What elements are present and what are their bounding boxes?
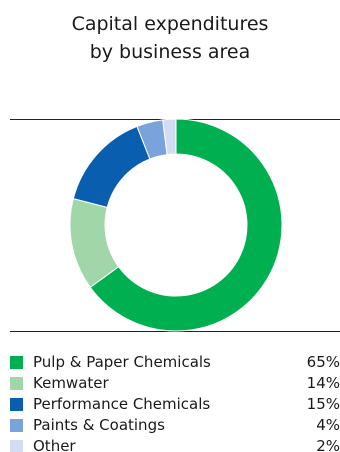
legend-value: 14% xyxy=(306,374,340,392)
legend: Pulp & Paper Chemicals 65% Kemwater 14% … xyxy=(10,352,340,452)
legend-value: 2% xyxy=(316,437,340,452)
legend-swatch xyxy=(10,440,23,452)
legend-swatch xyxy=(10,356,23,369)
chart-title: Capital expenditures by business area xyxy=(0,10,340,66)
legend-item-paints-coatings: Paints & Coatings 4% xyxy=(10,415,340,436)
legend-swatch xyxy=(10,419,23,432)
legend-label: Other xyxy=(33,437,76,452)
legend-item-pulp-paper-chemicals: Pulp & Paper Chemicals 65% xyxy=(10,352,340,373)
chart-title-line-1: Capital expenditures xyxy=(71,13,269,35)
donut-chart xyxy=(69,118,283,332)
legend-swatch xyxy=(10,377,23,390)
legend-item-other: Other 2% xyxy=(10,436,340,452)
donut-slice-performance-chemicals xyxy=(72,125,151,208)
legend-value: 15% xyxy=(306,395,340,413)
legend-item-kemwater: Kemwater 14% xyxy=(10,373,340,394)
legend-swatch xyxy=(10,398,23,411)
legend-label: Pulp & Paper Chemicals xyxy=(33,353,211,371)
legend-label: Kemwater xyxy=(33,374,109,392)
legend-value: 65% xyxy=(306,353,340,371)
legend-label: Paints & Coatings xyxy=(33,416,165,434)
legend-value: 4% xyxy=(316,416,340,434)
donut-slice-other xyxy=(162,118,177,156)
chart-title-line-2: by business area xyxy=(89,41,251,63)
legend-item-performance-chemicals: Performance Chemicals 15% xyxy=(10,394,340,415)
donut-slice-pulp-paper-chemicals xyxy=(89,118,283,332)
legend-label: Performance Chemicals xyxy=(33,395,211,413)
